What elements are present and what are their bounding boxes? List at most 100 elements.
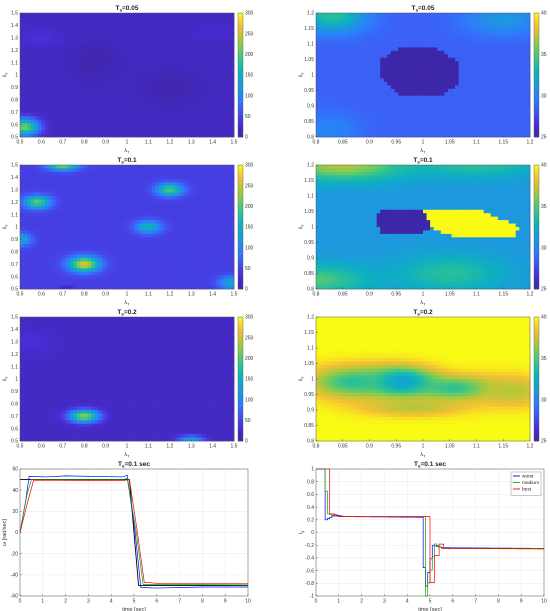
heatmap-cell [30, 64, 35, 69]
heatmap-cell [155, 47, 160, 52]
heatmap-cell [102, 92, 106, 97]
heatmap-cell [130, 130, 135, 134]
heatmap-cell [387, 95, 392, 100]
heatmap-cell [323, 19, 328, 24]
heatmap-cell [87, 109, 92, 114]
heatmap-cell [123, 182, 128, 187]
heatmap-cell [184, 112, 188, 117]
heatmap-cell [173, 99, 178, 103]
heatmap-cell [66, 178, 71, 183]
heatmap-cell [369, 123, 374, 128]
heatmap-cell [398, 106, 402, 110]
heatmap-cell [148, 126, 153, 131]
heatmap-cell [472, 37, 477, 41]
heatmap-cell [323, 33, 328, 38]
heatmap-cell [148, 68, 153, 72]
heatmap-cell [148, 102, 153, 107]
heatmap-cell [444, 106, 449, 110]
heatmap-cell [55, 126, 60, 131]
heatmap-cell [337, 126, 342, 131]
heatmap-cell [476, 95, 481, 100]
heatmap-cell [130, 44, 135, 48]
heatmap-cell [426, 30, 431, 35]
heatmap-cell [408, 40, 413, 45]
heatmap-cell [109, 37, 114, 41]
heatmap-cell [102, 85, 106, 90]
heatmap-cell [69, 71, 74, 76]
heatmap-cell [519, 54, 524, 59]
heatmap-cell [27, 88, 32, 93]
heatmap-cell [373, 95, 377, 100]
heatmap-cell [27, 44, 32, 48]
heatmap-cell [472, 61, 477, 66]
heatmap-cell [383, 130, 388, 134]
heatmap-cell [412, 40, 417, 45]
heatmap-cell [87, 47, 92, 52]
heatmap-cell [80, 57, 85, 62]
heatmap-cell [141, 112, 146, 117]
colorbar-swatch [238, 56, 243, 60]
heatmap-cell [383, 26, 388, 31]
heatmap-cell [373, 92, 377, 97]
heatmap-cell [77, 57, 81, 62]
heatmap-cell [348, 92, 353, 97]
heatmap-cell [490, 33, 495, 38]
heatmap-cell [162, 26, 167, 31]
heatmap-cell [415, 37, 420, 41]
heatmap-cell [37, 78, 42, 83]
heatmap-cell [194, 26, 199, 31]
heatmap-cell [144, 171, 149, 176]
heatmap-cell [323, 23, 328, 28]
heatmap-cell [77, 126, 81, 131]
y-tick-label: 1.2 [307, 11, 314, 17]
heatmap-cell [462, 71, 467, 76]
heatmap-cell [127, 123, 131, 128]
heatmap-cell [137, 130, 142, 134]
heatmap-cell [476, 119, 481, 124]
heatmap-cell [48, 165, 53, 169]
heatmap-cell [519, 123, 524, 128]
heatmap-cell [430, 61, 435, 66]
heatmap-cell [415, 109, 420, 114]
colorbar-swatch [534, 102, 539, 107]
heatmap-cell [437, 13, 442, 17]
heatmap-cell [34, 47, 39, 52]
heatmap-cell [176, 106, 181, 110]
colorbar-swatch [534, 40, 539, 45]
heatmap-cell [109, 19, 114, 24]
heatmap-cell [408, 102, 413, 107]
heatmap-cell [444, 37, 449, 41]
heatmap-cell [116, 165, 121, 169]
heatmap-cell [109, 30, 114, 35]
heatmap-cell [198, 30, 203, 35]
heatmap-cell [20, 16, 24, 21]
heatmap-cell [387, 33, 392, 38]
heatmap-cell [401, 85, 406, 90]
heatmap-cell [483, 50, 488, 55]
heatmap-cell [330, 44, 335, 48]
heatmap-cell [362, 47, 367, 52]
heatmap-cell [23, 109, 28, 114]
heatmap-cell [148, 64, 153, 69]
heatmap-cell [127, 50, 131, 55]
heatmap-cell [80, 130, 85, 134]
heatmap-cell [355, 116, 360, 121]
heatmap-cell [340, 130, 345, 134]
heatmap-cell [73, 182, 78, 187]
heatmap-cell [223, 13, 228, 17]
heatmap-cell [476, 40, 481, 45]
heatmap-cell [358, 50, 363, 55]
heatmap-cell [437, 78, 442, 83]
heatmap-cell [187, 168, 192, 173]
heatmap-cell [80, 165, 85, 169]
heatmap-cell [159, 33, 164, 38]
colorbar-swatch [534, 22, 539, 26]
heatmap-cell [73, 116, 78, 121]
heatmap-cell [162, 119, 167, 124]
heatmap-cell [405, 50, 410, 55]
heatmap-cell [394, 33, 399, 38]
heatmap-cell [169, 26, 174, 31]
heatmap-cell [480, 119, 484, 124]
heatmap-cell [209, 19, 213, 24]
heatmap-cell [48, 75, 53, 79]
